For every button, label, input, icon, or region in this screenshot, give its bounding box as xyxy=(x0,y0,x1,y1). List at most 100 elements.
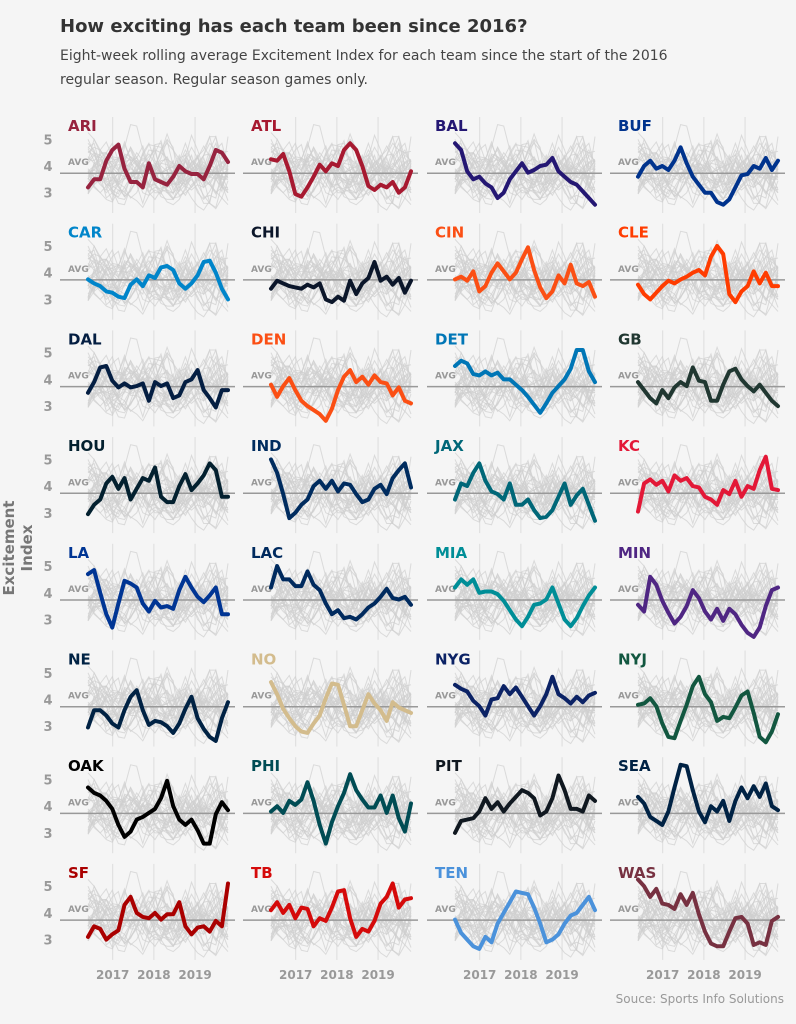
panel-was: AVG WAS 2017 2018 2019 xyxy=(610,863,785,982)
team-label: OAK xyxy=(68,757,105,775)
background-series-sf xyxy=(270,563,412,621)
background-series-was xyxy=(454,238,596,307)
y-tick-label: 3 xyxy=(43,934,52,949)
avg-label: AVG xyxy=(68,798,89,808)
team-label: JAX xyxy=(434,437,464,455)
background-series-was xyxy=(454,132,596,200)
background-series-lac xyxy=(87,244,229,300)
background-series-sf xyxy=(454,243,596,301)
background-series-tb xyxy=(270,348,412,405)
background-series-lac xyxy=(454,564,596,621)
background-series-nyj xyxy=(637,355,779,423)
team-label: CLE xyxy=(618,224,649,242)
y-tick-label: 4 xyxy=(43,267,52,282)
panel-chi: AVG CHI xyxy=(243,223,418,320)
background-series-lac xyxy=(270,671,412,727)
background-series-nyj xyxy=(87,355,229,423)
background-series-ten xyxy=(270,677,412,737)
y-tick-label: 3 xyxy=(43,720,52,735)
avg-label: AVG xyxy=(435,372,456,382)
team-series-tb xyxy=(269,881,413,939)
team-series-gb xyxy=(636,365,780,409)
background-series-sf xyxy=(454,776,596,834)
y-tick-label: 4 xyxy=(43,907,52,922)
panel-cin: AVG CIN xyxy=(427,223,602,320)
team-label: BAL xyxy=(435,117,468,135)
team-series-lac xyxy=(269,564,413,622)
background-series-oak xyxy=(637,458,779,524)
panel-ari: AVG ARI 5 4 3 xyxy=(43,117,235,213)
background-series-lac xyxy=(454,884,596,941)
background-series-phi xyxy=(454,452,596,526)
y-tick-label: 5 xyxy=(43,774,52,789)
avg-label: AVG xyxy=(618,265,639,275)
avg-label: AVG xyxy=(618,905,639,915)
background-series-ten xyxy=(87,890,229,950)
background-series-la xyxy=(454,462,595,523)
background-series-nyj xyxy=(454,889,596,957)
avg-label: AVG xyxy=(68,265,89,275)
background-series-lac xyxy=(270,137,412,194)
team-series-dal xyxy=(86,364,230,410)
background-series-was xyxy=(454,879,596,947)
y-tick-label: 4 xyxy=(43,373,52,388)
y-tick-label: 3 xyxy=(43,400,52,415)
background-series-lac xyxy=(270,457,412,514)
background-series-sf xyxy=(454,883,596,941)
background-series-ten xyxy=(454,570,596,630)
background-series-was xyxy=(87,345,229,414)
avg-label: AVG xyxy=(435,692,456,702)
background-series-was xyxy=(454,452,596,520)
background-series-tb xyxy=(454,561,596,618)
background-series-oak xyxy=(270,352,412,418)
team-series-mia xyxy=(453,577,597,629)
background-series-tb xyxy=(87,668,229,725)
background-series-ten xyxy=(637,570,779,630)
background-series-phi xyxy=(637,559,779,632)
background-series-tb xyxy=(87,561,229,618)
team-label: NO xyxy=(251,651,276,669)
y-tick-label: 3 xyxy=(43,614,52,629)
background-series-tb xyxy=(270,135,412,192)
avg-label: AVG xyxy=(618,372,639,382)
team-label: MIA xyxy=(435,544,468,562)
background-series-ten xyxy=(454,144,596,203)
background-series-oak xyxy=(270,458,412,524)
y-tick-label: 4 xyxy=(43,694,52,709)
background-series-nyj xyxy=(454,568,596,637)
background-series-la xyxy=(454,676,595,736)
background-series-nyj xyxy=(270,782,412,850)
background-series-was xyxy=(87,879,229,947)
background-series-tb xyxy=(454,668,596,725)
background-series-nyj xyxy=(637,142,779,210)
panel-kc: AVG KC xyxy=(610,437,785,534)
background-series-phi xyxy=(87,879,229,953)
background-series-was xyxy=(87,452,229,520)
team-series-ne xyxy=(86,688,230,743)
background-series-la xyxy=(637,249,778,309)
team-series-kc xyxy=(636,454,780,514)
background-series-tb xyxy=(270,561,412,618)
x-tick-label: 2019 xyxy=(728,968,761,982)
background-series-ten xyxy=(270,357,412,417)
background-series-tb xyxy=(87,455,229,512)
background-series-was xyxy=(637,665,779,734)
background-series-tb xyxy=(87,881,229,938)
team-label: ARI xyxy=(68,117,97,135)
team-series-cle xyxy=(636,244,780,305)
background-series-was xyxy=(87,238,229,307)
team-label: ATL xyxy=(251,117,282,135)
background-series-tb xyxy=(454,455,596,512)
background-series-tb xyxy=(270,455,412,512)
background-series-lac xyxy=(454,778,596,834)
source-note: Souce: Sports Info Solutions xyxy=(615,992,784,1006)
panel-oak: AVG OAK 5 4 3 xyxy=(43,757,235,854)
team-series-ind xyxy=(269,457,413,521)
background-series-oak xyxy=(454,245,596,311)
avg-label: AVG xyxy=(618,585,639,595)
background-series-phi xyxy=(637,345,779,419)
y-tick-label: 5 xyxy=(43,347,52,362)
background-series-nyj xyxy=(637,568,779,637)
y-tick-label: 5 xyxy=(43,453,52,468)
